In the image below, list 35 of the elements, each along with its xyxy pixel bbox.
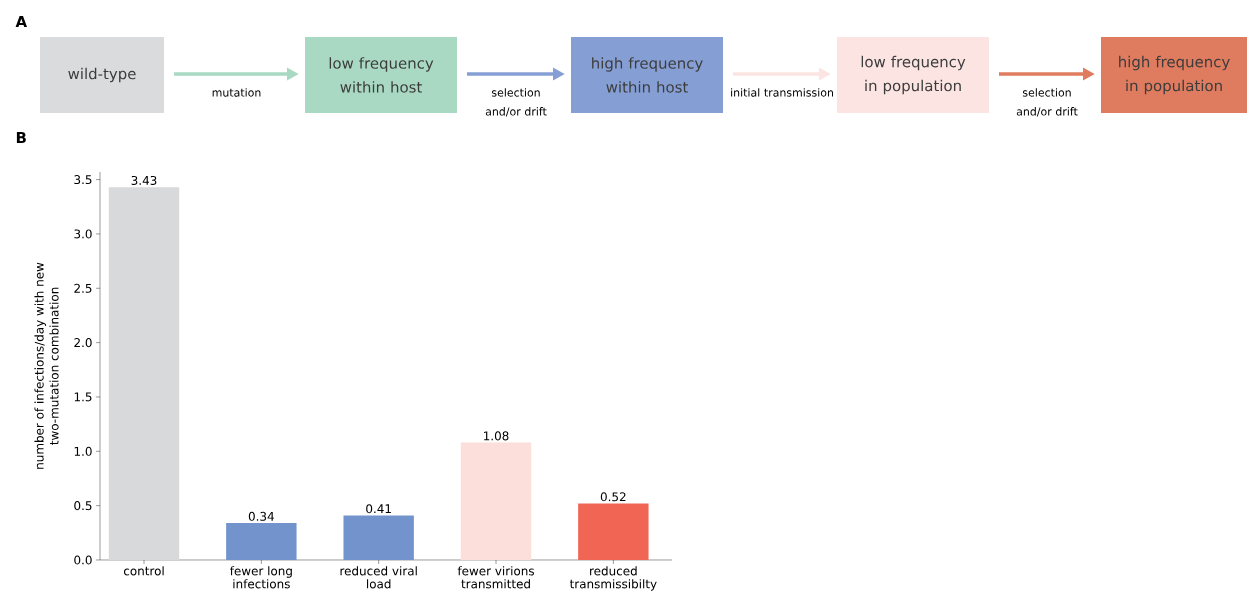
x-tick-label: reduced viral load (340, 566, 417, 589)
category-label: high frequency within host (592, 57, 703, 93)
data-label: 0.52 (600, 492, 626, 502)
data-label: 3.43 (131, 175, 157, 186)
text: initial transmission (731, 88, 833, 97)
y-tick-label: 3.0 (74, 229, 92, 239)
bar (343, 515, 414, 560)
text: selection and/or drift (1016, 88, 1078, 117)
chart-title: B (16, 132, 26, 143)
data-label: 1.08 (484, 431, 509, 441)
category-label: low frequency in population (861, 55, 966, 95)
y-tick-label: 2.0 (74, 338, 92, 348)
text: mutation (212, 88, 261, 97)
x-tick-label: fewer virions transmitted (457, 566, 534, 589)
category-label: low frequency within host (329, 57, 434, 93)
y-tick-label: 2.5 (74, 283, 92, 293)
x-tick-label: fewer long infections (230, 566, 292, 589)
y-tick-label: 3.5 (74, 175, 92, 185)
bar (226, 523, 297, 560)
bar (578, 503, 649, 560)
text: selection and/or drift (485, 88, 547, 117)
y-axis-title: number of infections/day with new two-mutation combination (34, 262, 59, 469)
bar (460, 442, 532, 560)
y-tick-label: 0.5 (74, 501, 92, 511)
x-tick-label: control (123, 566, 164, 576)
category-label: high frequency in population (1119, 55, 1230, 95)
category-label: wild-type (68, 67, 136, 83)
y-tick-label: 1.5 (74, 392, 92, 402)
data-label: 0.34 (248, 511, 274, 521)
text: A (15, 16, 28, 27)
bar (108, 187, 180, 560)
y-tick-label: 0.0 (74, 555, 92, 565)
y-tick-label: 1.0 (74, 446, 92, 456)
x-tick-label: reduced transmissibilty (569, 566, 657, 591)
data-label: 0.41 (366, 504, 391, 514)
